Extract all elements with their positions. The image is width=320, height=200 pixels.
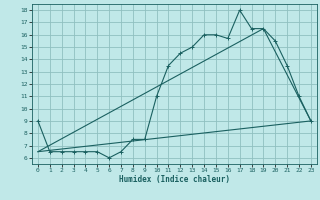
- X-axis label: Humidex (Indice chaleur): Humidex (Indice chaleur): [119, 175, 230, 184]
